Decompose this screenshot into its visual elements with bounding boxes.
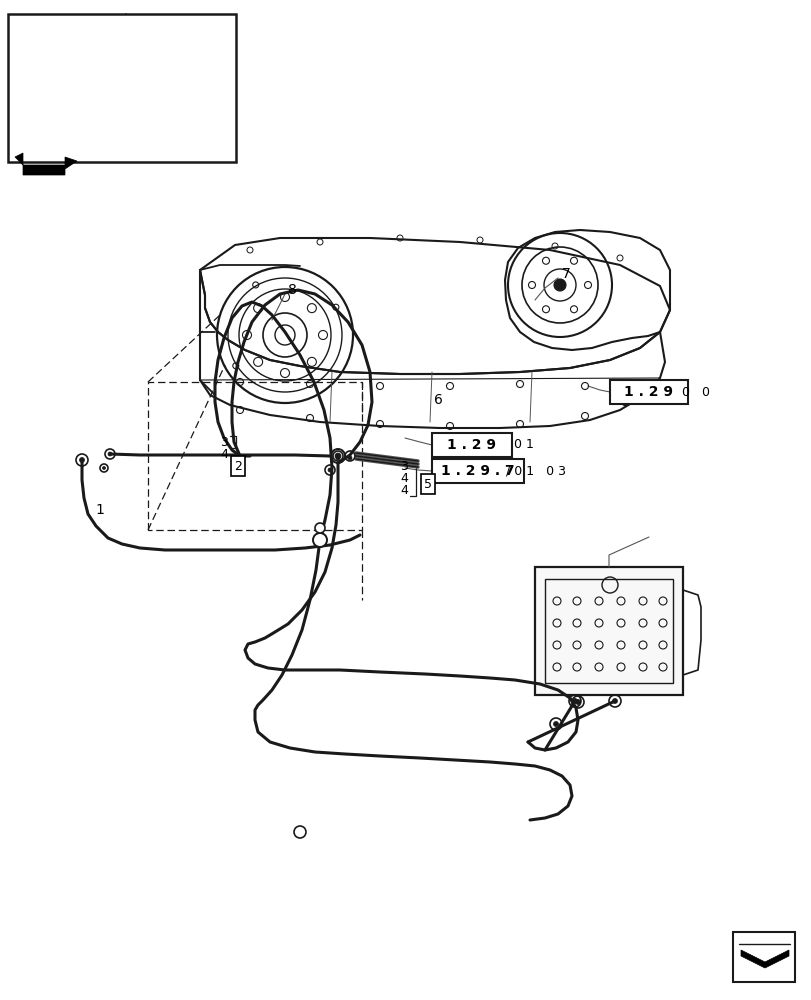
Text: 5: 5 bbox=[423, 478, 431, 490]
Text: 7: 7 bbox=[561, 267, 569, 281]
Circle shape bbox=[336, 456, 340, 460]
Text: 3: 3 bbox=[220, 436, 228, 448]
Circle shape bbox=[611, 698, 616, 704]
Circle shape bbox=[108, 452, 112, 456]
Circle shape bbox=[180, 112, 184, 116]
Circle shape bbox=[553, 279, 565, 291]
Text: 3: 3 bbox=[400, 460, 407, 473]
Circle shape bbox=[328, 468, 332, 472]
Text: 6: 6 bbox=[433, 393, 442, 407]
Circle shape bbox=[575, 700, 580, 704]
Circle shape bbox=[572, 698, 577, 704]
Text: 4: 4 bbox=[400, 484, 407, 496]
Bar bbox=[431, 433, 512, 457]
Text: 1: 1 bbox=[96, 503, 105, 517]
Circle shape bbox=[335, 453, 341, 459]
Text: 2: 2 bbox=[234, 460, 242, 473]
Polygon shape bbox=[15, 153, 77, 175]
Text: 1 . 2 9 . 7: 1 . 2 9 . 7 bbox=[440, 464, 514, 478]
Bar bbox=[431, 459, 523, 483]
Text: 4: 4 bbox=[220, 448, 228, 460]
Text: 0 1: 0 1 bbox=[513, 438, 534, 452]
Bar bbox=[609, 380, 687, 404]
Text: 8: 8 bbox=[287, 283, 296, 297]
Text: 4: 4 bbox=[400, 472, 407, 485]
Circle shape bbox=[348, 456, 351, 460]
Bar bbox=[732, 932, 794, 982]
Circle shape bbox=[553, 721, 558, 726]
Text: / 0 1   0 3: / 0 1 0 3 bbox=[505, 464, 565, 478]
Bar bbox=[544, 579, 672, 683]
Polygon shape bbox=[740, 950, 788, 968]
Circle shape bbox=[60, 100, 68, 108]
Circle shape bbox=[79, 458, 84, 462]
Circle shape bbox=[312, 533, 327, 547]
Circle shape bbox=[315, 523, 324, 533]
Text: 1 . 2 9: 1 . 2 9 bbox=[447, 438, 496, 452]
Text: 0   0: 0 0 bbox=[681, 385, 709, 398]
Circle shape bbox=[102, 466, 105, 470]
Bar bbox=[8, 14, 236, 162]
Text: 1 . 2 9: 1 . 2 9 bbox=[624, 385, 672, 399]
Bar bbox=[534, 567, 682, 695]
